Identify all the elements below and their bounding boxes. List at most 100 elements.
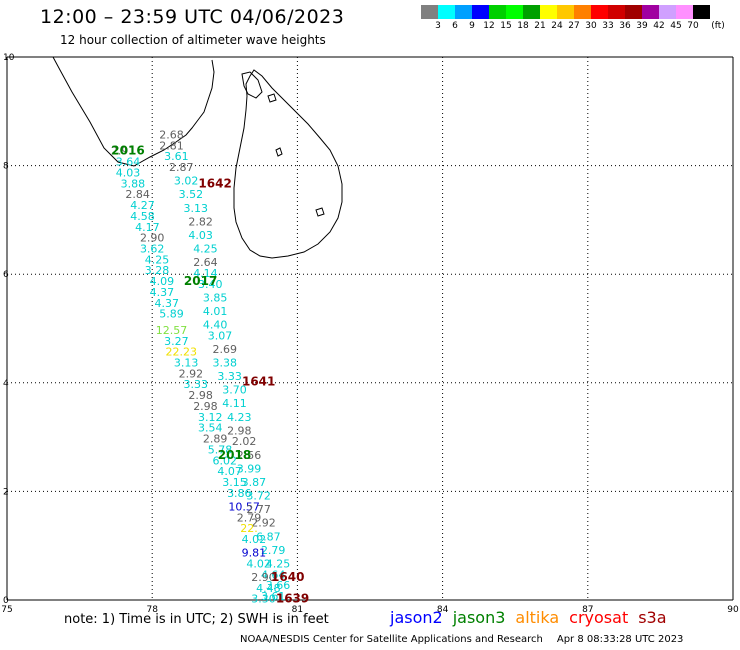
wave-height-value: 3.33 xyxy=(217,370,242,383)
legend-swatch xyxy=(421,5,438,19)
wave-height-value: 4.14 xyxy=(193,267,218,280)
wave-height-value: 4.37 xyxy=(150,286,175,299)
legend-swatch xyxy=(591,5,608,19)
wave-height-value: 4.01 xyxy=(203,305,228,318)
wave-height-value: 2.77 xyxy=(246,503,271,516)
pass-number-label: 1642 xyxy=(198,176,231,190)
wave-height-value: 3.66 xyxy=(266,579,291,592)
legend-swatch xyxy=(608,5,625,19)
mission-legend: jason2 jason3 altika cryosat s3a xyxy=(390,608,677,627)
legend-label: (ft) xyxy=(711,21,725,31)
legend-swatch xyxy=(557,5,574,19)
wave-height-value: 3.07 xyxy=(208,329,233,342)
page-title: 12:00 – 23:59 UTC 04/06/2023 xyxy=(40,6,345,28)
wave-height-value: 3.12 xyxy=(198,411,223,424)
wave-height-value: 2.64 xyxy=(193,256,218,269)
wave-height-value: 22. xyxy=(240,522,258,535)
legend-swatch xyxy=(693,5,710,19)
legend-label: 12 xyxy=(483,21,495,31)
wave-height-value: 9.81 xyxy=(242,547,267,560)
wave-height-value: 2.98 xyxy=(193,400,218,413)
mission-cryosat: cryosat xyxy=(569,608,629,627)
y-tick-label: 4 xyxy=(3,379,9,389)
wave-height-value: 4.40 xyxy=(203,319,228,332)
wave-height-value: 6.02 xyxy=(213,454,238,467)
wave-height-value: 5.89 xyxy=(159,308,184,321)
legend-label: 39 xyxy=(636,21,648,31)
wave-height-value: 4.02 xyxy=(242,533,267,546)
jaffna-peninsula xyxy=(241,71,263,99)
wave-height-value: 2.82 xyxy=(188,215,213,228)
legend-swatch xyxy=(574,5,591,19)
wave-height-value: 3.86 xyxy=(227,487,252,500)
sri-lanka-coastline xyxy=(233,69,343,259)
y-tick-label: 10 xyxy=(3,53,15,63)
wave-height-value: 3.62 xyxy=(140,242,165,255)
legend-label: 9 xyxy=(469,21,475,31)
wave-height-value: 4.03 xyxy=(188,229,213,242)
legend-label: 3 xyxy=(435,21,441,31)
wave-height-value: 3.87 xyxy=(242,476,267,489)
wave-height-value: 3.85 xyxy=(203,291,228,304)
legend-label: 36 xyxy=(619,21,631,31)
footer-note: note: 1) Time is in UTC; 2) SWH is in fe… xyxy=(64,612,329,627)
legend-swatch xyxy=(455,5,472,19)
legend-swatch xyxy=(523,5,540,19)
wave-height-value: 4.64 xyxy=(261,568,286,581)
wave-height-value: 2.90 xyxy=(251,571,276,584)
credit-line: NOAA/NESDIS Center for Satellite Applica… xyxy=(240,634,683,645)
wave-height-value: 2.81 xyxy=(159,139,184,152)
wave-height-value: 2.02 xyxy=(232,435,257,448)
legend-swatch xyxy=(625,5,642,19)
x-tick-label: 84 xyxy=(437,605,449,615)
pass-number-label: 2016 xyxy=(111,144,144,158)
legend-label: 24 xyxy=(551,21,563,31)
satellite-pass-labels: 2016 1642 2017 1641 2018 1640 1639 xyxy=(111,144,309,606)
wave-height-value: 4.25 xyxy=(266,557,291,570)
wave-height-value: 3.15 xyxy=(222,476,247,489)
wave-height-value: 3.13 xyxy=(184,202,209,215)
legend-label: 21 xyxy=(534,21,546,31)
legend-label: 33 xyxy=(602,21,614,31)
wave-height-value: 2.91 xyxy=(111,145,136,158)
legend-color-bar xyxy=(421,5,710,19)
wave-height-value: 3.28 xyxy=(145,264,170,277)
wave-height-value: 2.92 xyxy=(251,517,276,530)
legend-swatch xyxy=(540,5,557,19)
legend-label: 18 xyxy=(517,21,529,31)
legend-swatch xyxy=(506,5,523,19)
wave-height-value: 4.23 xyxy=(227,411,252,424)
x-tick-label: 75 xyxy=(1,605,12,615)
x-tick-label: 90 xyxy=(727,605,739,615)
wave-height-value: 10.57 xyxy=(228,500,260,513)
legend-labels: 3 6 9 12 15 18 21 24 27 30 33 36 39 42 45 70 (ft) xyxy=(421,21,740,35)
pass-number-label: 1640 xyxy=(271,570,304,584)
axis-tick-labels: 75 78 81 84 87 90 10 8 6 4 2 0 xyxy=(1,53,739,615)
x-tick-label: 78 xyxy=(146,605,158,615)
pass-number-label: 2017 xyxy=(184,274,217,288)
wave-height-value: 2.79 xyxy=(237,511,262,524)
page-subtitle: 12 hour collection of altimeter wave hei… xyxy=(60,33,326,47)
lat-lon-grid xyxy=(6,56,734,601)
legend-label: 15 xyxy=(500,21,512,31)
wave-height-value: 3.40 xyxy=(198,278,223,291)
wave-height-value: 5.78 xyxy=(208,443,233,456)
legend-label: 6 xyxy=(452,21,458,31)
wave-height-value: 2.92 xyxy=(179,367,204,380)
wave-height-value: 3.38 xyxy=(213,357,238,370)
wave-height-value: 3.88 xyxy=(121,177,146,190)
wave-height-value: 4.48 xyxy=(256,582,281,595)
wave-height-value: 2.69 xyxy=(213,343,238,356)
generated-timestamp: Apr 8 08:33:28 UTC 2023 xyxy=(556,634,684,645)
wave-height-value: 3.54 xyxy=(198,422,223,435)
wave-height-value: 4.25 xyxy=(193,242,218,255)
wave-height-value: 3.27 xyxy=(164,335,189,348)
wave-height-value: 2.84 xyxy=(125,188,150,201)
wave-height-value: 2.68 xyxy=(159,128,184,141)
y-tick-label: 0 xyxy=(3,596,9,606)
wave-height-value: 3.72 xyxy=(246,490,271,503)
legend-label: 30 xyxy=(585,21,597,31)
wave-height-value: 4.27 xyxy=(130,199,155,212)
y-tick-label: 8 xyxy=(3,162,9,172)
